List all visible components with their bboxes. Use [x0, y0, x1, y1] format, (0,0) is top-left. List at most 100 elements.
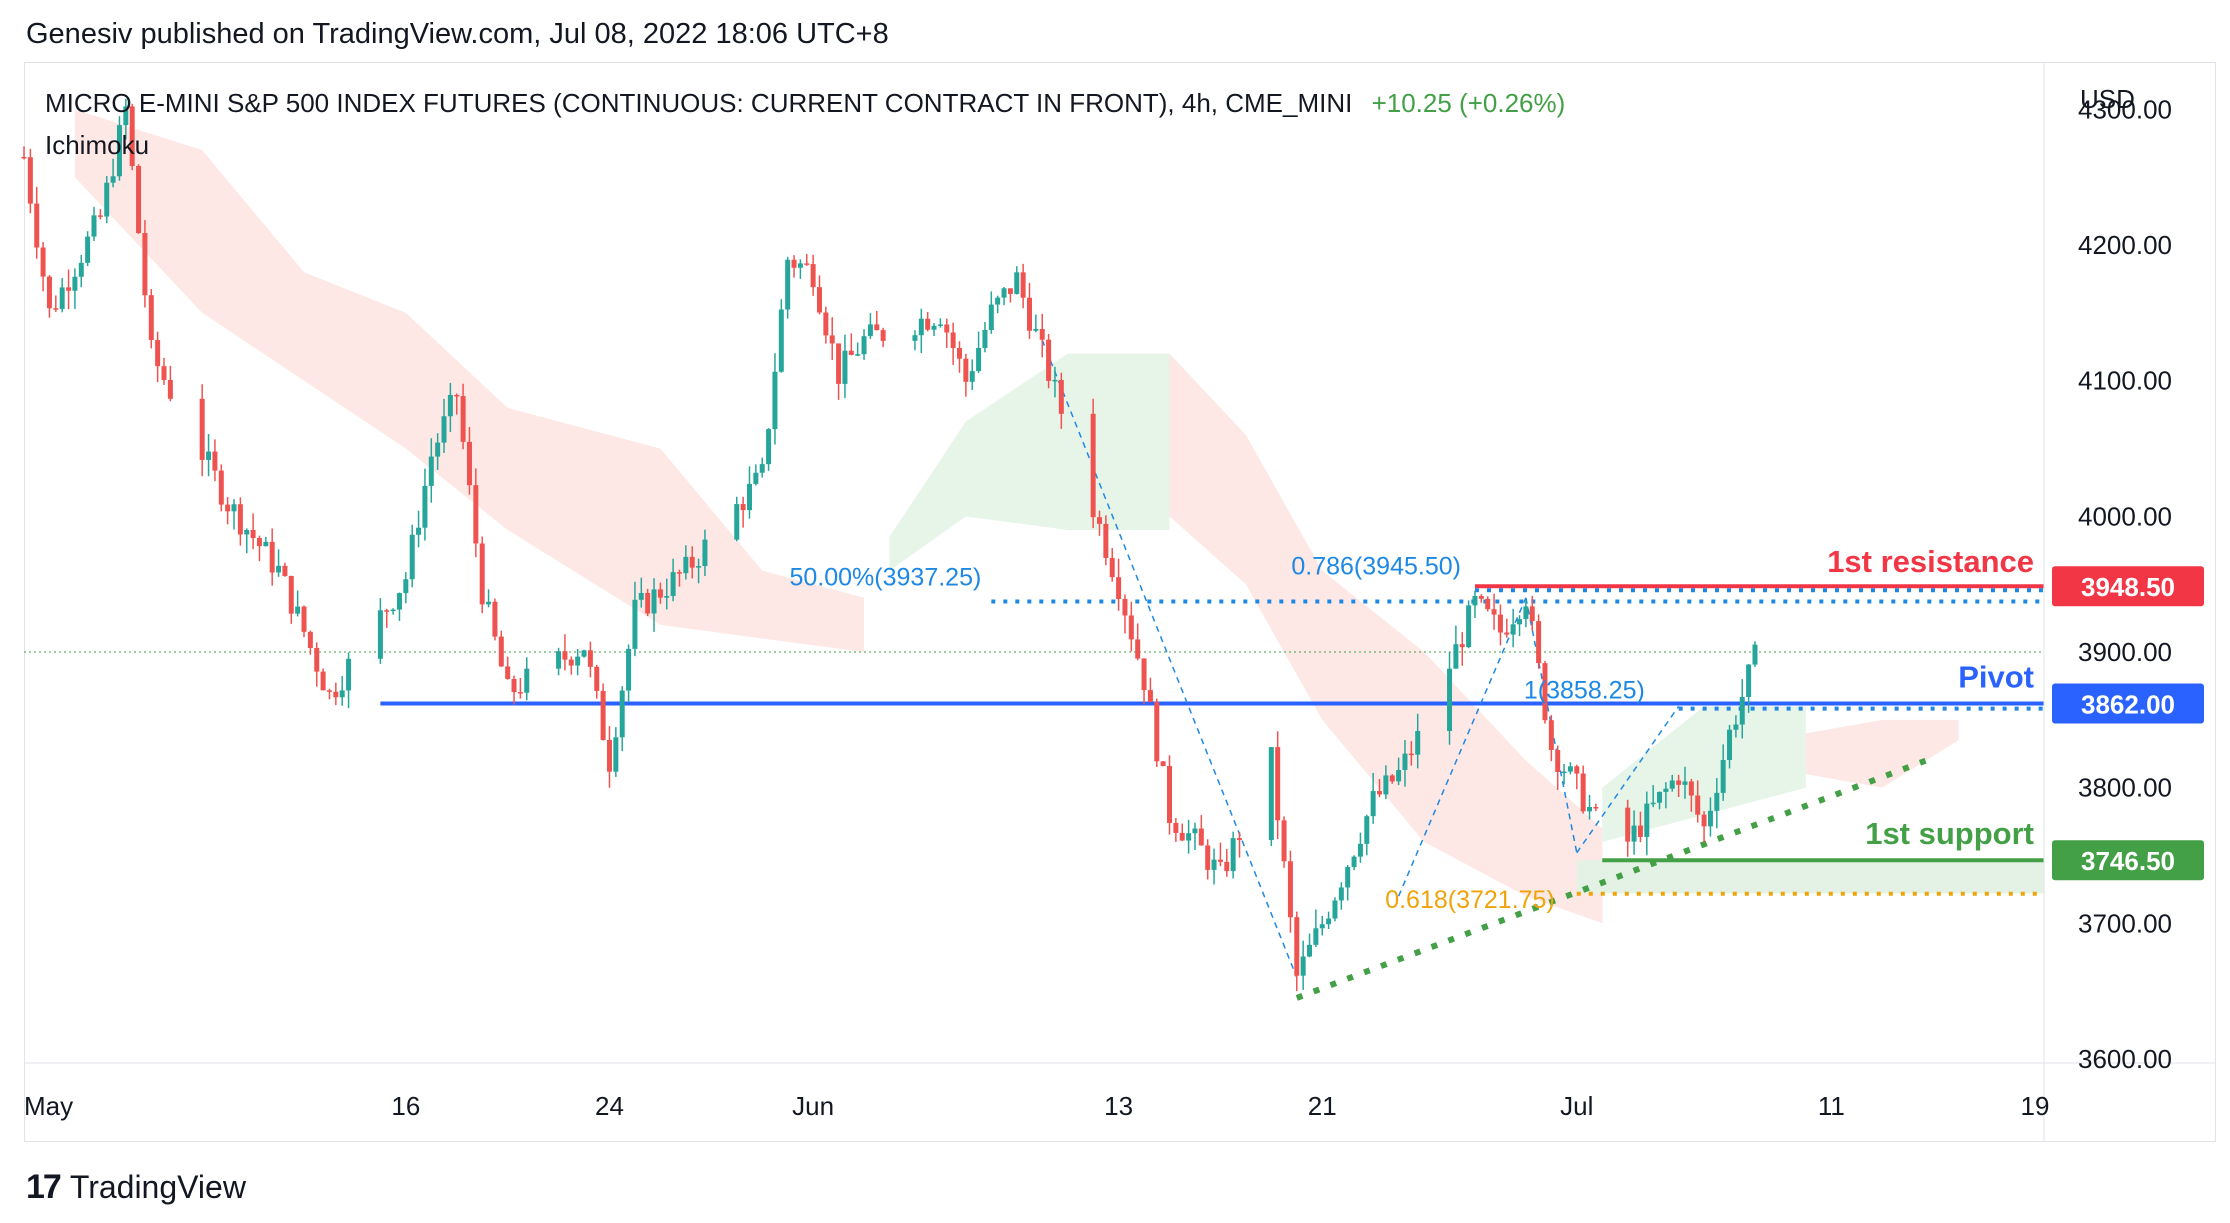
candle-up: [85, 236, 91, 263]
candle-down: [568, 659, 574, 666]
candle-up: [1326, 918, 1332, 925]
candle-down: [142, 233, 148, 296]
candle-up: [746, 483, 752, 511]
candle-down: [804, 263, 810, 265]
candle-down: [1548, 720, 1554, 751]
candle-down: [1574, 766, 1580, 774]
candle-up: [1510, 624, 1516, 635]
candle-down: [1695, 795, 1701, 815]
publisher-line: Genesiv published on TradingView.com, Ju…: [26, 18, 889, 50]
candle-down: [1637, 825, 1643, 837]
candle-up: [778, 309, 784, 372]
candle-up: [988, 304, 994, 330]
candle-up: [339, 690, 345, 698]
tradingview-logo[interactable]: 17 TradingView: [26, 1168, 246, 1207]
candle-down: [460, 396, 466, 442]
candle-down: [1217, 859, 1223, 862]
candle-up: [72, 276, 78, 291]
candle-up: [855, 354, 861, 356]
candle-up: [104, 182, 110, 217]
candle-up: [619, 690, 625, 738]
y-tick-label: 4300.00: [2078, 94, 2172, 124]
candle-up: [867, 324, 873, 337]
price-change: +10.25 (+0.26%): [1371, 88, 1566, 118]
candle-down: [129, 106, 135, 166]
resistance-tag: [2052, 566, 2204, 607]
support-tag-label: 3746.50: [2081, 846, 2175, 876]
candle-up: [1052, 379, 1058, 382]
candle-down: [1198, 828, 1204, 846]
candle-down: [657, 589, 663, 598]
candle-up: [937, 324, 943, 326]
candle-up: [797, 263, 803, 268]
candle-up: [995, 297, 1001, 305]
candle-down: [645, 592, 651, 614]
candle-down: [963, 358, 969, 382]
y-tick-label: 4100.00: [2078, 366, 2172, 396]
candle-down: [282, 565, 288, 577]
candle-down: [1020, 272, 1026, 298]
candle-down: [301, 606, 307, 632]
candle-down: [1116, 577, 1122, 600]
candle-down: [466, 441, 472, 486]
candle-down: [1478, 596, 1484, 599]
candle-down: [1580, 773, 1586, 812]
candle-up: [581, 650, 587, 657]
candle-down: [1103, 523, 1109, 558]
candle-down: [256, 538, 262, 547]
candle-down: [1027, 297, 1032, 331]
candle-down: [479, 543, 485, 605]
candle-up: [1587, 806, 1593, 812]
candle-down: [384, 610, 390, 612]
candle-down: [307, 631, 313, 648]
candle-up: [696, 566, 702, 568]
candle-down: [1224, 861, 1230, 872]
indicator-label[interactable]: Ichimoku: [45, 130, 150, 160]
candle-up: [1752, 644, 1758, 665]
candle-up: [638, 592, 644, 600]
candle-down: [148, 295, 154, 341]
candle-down: [1497, 614, 1503, 633]
candle-down: [250, 530, 256, 539]
candle-up: [295, 606, 301, 614]
candle-down: [1294, 917, 1300, 976]
candle-up: [1644, 803, 1650, 837]
candle-up: [1186, 833, 1192, 841]
candle-down: [1389, 775, 1395, 782]
x-tick-label: 16: [391, 1091, 420, 1121]
ichimoku-cloud-bearish: [74, 109, 865, 653]
candle-up: [441, 416, 447, 443]
candle-down: [562, 651, 568, 660]
candle-up: [1714, 792, 1720, 811]
candle-down: [1205, 845, 1211, 870]
candle-up: [263, 541, 269, 547]
candle-up: [1631, 825, 1637, 842]
candle-up: [1727, 729, 1733, 761]
candle-up: [912, 335, 918, 341]
candle-up: [651, 589, 657, 614]
support-zone: [1576, 860, 2044, 894]
candle-down: [1007, 288, 1013, 294]
fib-1-label: 1(3858.25): [1524, 677, 1645, 705]
candle-down: [1485, 598, 1491, 610]
candle-down: [1701, 814, 1707, 827]
candle-down: [1173, 822, 1179, 833]
candle-up: [1307, 944, 1313, 957]
candle-down: [511, 678, 517, 693]
symbol-title: MICRO E-MINI S&P 500 INDEX FUTURES (CONT…: [45, 88, 1565, 119]
candle-up: [1192, 828, 1198, 834]
ichimoku-cloud-bearish: [1169, 353, 1603, 924]
candle-up: [632, 599, 638, 649]
candle-down: [1529, 606, 1535, 622]
y-tick-label: 4200.00: [2078, 230, 2172, 260]
candle-up: [1453, 644, 1459, 669]
candle-down: [155, 340, 161, 367]
candle-down: [848, 350, 854, 355]
candle-up: [766, 429, 772, 465]
candle-down: [454, 394, 460, 397]
candle-down: [600, 690, 606, 740]
candle-up: [785, 259, 791, 310]
candle-up: [1707, 810, 1713, 827]
candle-up: [1345, 867, 1351, 888]
